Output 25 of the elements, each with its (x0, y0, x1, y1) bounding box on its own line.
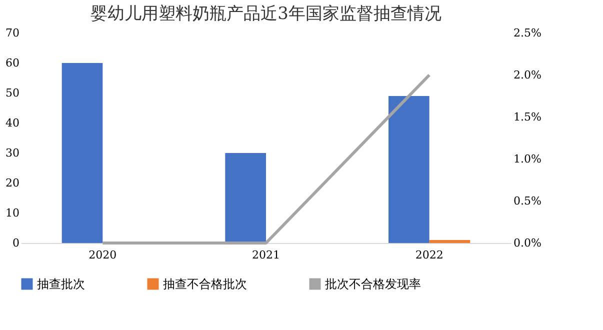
y-tick-label: 20 (6, 176, 20, 190)
bar (388, 96, 430, 243)
bar (225, 153, 266, 243)
legend-label: 抽查批次 (37, 277, 85, 291)
y2-tick-label: 2.5% (514, 26, 542, 40)
y-tick-label: 30 (6, 146, 20, 160)
y-tick-label: 70 (6, 26, 20, 40)
x-tick-label: 2022 (415, 248, 444, 262)
chart-title: 婴幼儿用塑料奶瓶产品近3年国家监督抽查情况 (90, 4, 442, 24)
y-tick-label: 60 (6, 56, 20, 70)
y-tick-label: 10 (6, 206, 20, 220)
legend-label: 抽查不合格批次 (163, 277, 247, 291)
y2-tick-label: 1.0% (514, 152, 542, 166)
y-tick-label: 0 (12, 236, 20, 250)
legend-label: 批次不合格发现率 (325, 277, 421, 291)
y2-tick-label: 0.5% (514, 194, 542, 208)
bar (62, 63, 103, 243)
y-tick-label: 40 (6, 116, 20, 130)
y-tick-label: 50 (6, 86, 20, 100)
y2-tick-label: 0.0% (514, 236, 542, 250)
x-tick-label: 2021 (252, 248, 280, 262)
y2-tick-label: 1.5% (514, 110, 542, 124)
x-tick-label: 2020 (88, 248, 117, 262)
y2-tick-label: 2.0% (514, 68, 542, 82)
bar (429, 240, 470, 243)
